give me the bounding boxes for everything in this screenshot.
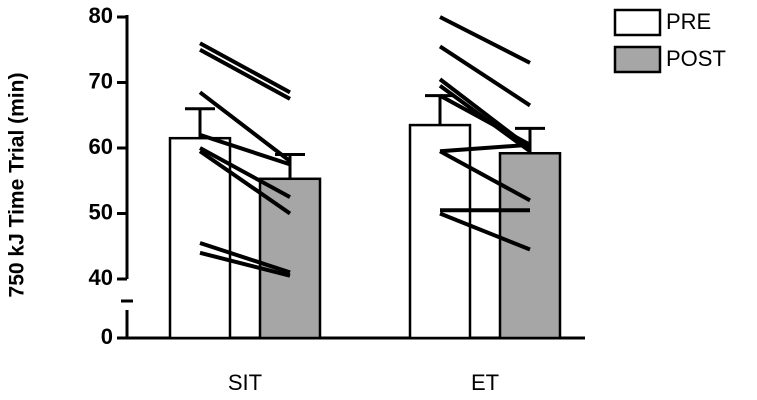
bar [168, 136, 232, 340]
individual-line [199, 241, 291, 275]
y-tick-label: 80 [89, 3, 113, 28]
individual-line [439, 15, 531, 65]
bar [258, 177, 322, 340]
individual-line [199, 146, 291, 199]
legend-label: POST [666, 46, 726, 71]
individual-line [199, 47, 291, 101]
y-tick-label: 0 [101, 324, 113, 349]
bar [408, 123, 472, 340]
y-axis-label: 750 kJ Time Trial (min) [6, 73, 29, 298]
individual-line [199, 132, 291, 167]
legend-swatch [613, 45, 662, 74]
legend-label: PRE [666, 9, 711, 34]
x-tick-label: SIT [228, 370, 262, 395]
legend-swatch [613, 8, 662, 37]
individual-line [438, 44, 532, 108]
individual-line [199, 250, 291, 278]
individual-line [199, 41, 291, 95]
individual-line [439, 211, 531, 252]
individual-line [439, 142, 531, 154]
individual-line [198, 90, 292, 163]
y-tick-label: 70 [89, 68, 113, 93]
x-tick-label: ET [471, 370, 499, 395]
individual-line [198, 149, 292, 216]
y-tick-label: 60 [89, 134, 113, 159]
individual-line [439, 149, 531, 203]
individual-line [439, 93, 531, 147]
y-tick-label: 40 [89, 265, 113, 290]
y-tick-label: 50 [89, 199, 113, 224]
bar [498, 151, 562, 340]
